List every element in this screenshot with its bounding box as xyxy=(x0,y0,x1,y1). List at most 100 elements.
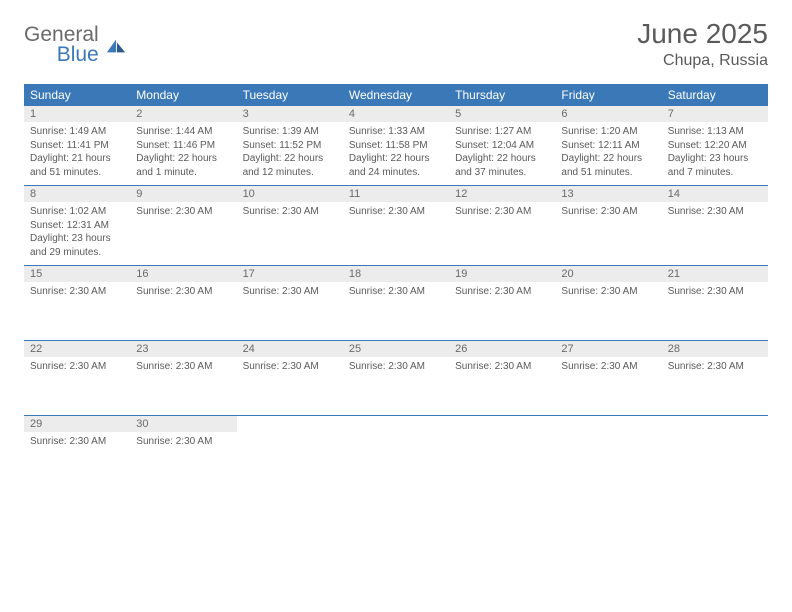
month-title: June 2025 xyxy=(637,18,768,50)
day-info-line: Sunset: 11:46 PM xyxy=(136,139,230,153)
day-number xyxy=(662,416,768,432)
calendar-week: 2930 Sunrise: 2:30 AM Sunrise: 2:30 AM xyxy=(24,415,768,490)
day-info-line: Sunrise: 2:30 AM xyxy=(30,360,124,374)
day-number: 24 xyxy=(237,341,343,357)
day-cell: Sunrise: 1:49 AMSunset: 11:41 PMDaylight… xyxy=(24,122,130,185)
day-info-line: Sunrise: 2:30 AM xyxy=(30,435,124,449)
day-cell xyxy=(555,432,661,490)
day-cell: Sunrise: 2:30 AM xyxy=(662,202,768,265)
day-info-line: Sunset: 11:41 PM xyxy=(30,139,124,153)
day-number: 18 xyxy=(343,266,449,282)
day-info-line: Daylight: 23 hours and 7 minutes. xyxy=(668,152,762,179)
day-info-line: Sunset: 12:04 AM xyxy=(455,139,549,153)
day-number: 6 xyxy=(555,106,661,122)
day-number: 29 xyxy=(24,416,130,432)
day-info-line: Sunrise: 1:44 AM xyxy=(136,125,230,139)
day-info-line: Sunrise: 2:30 AM xyxy=(668,360,762,374)
day-number: 7 xyxy=(662,106,768,122)
day-cell: Sunrise: 2:30 AM xyxy=(555,202,661,265)
weekday-header: Wednesday xyxy=(343,84,449,106)
title-block: June 2025 Chupa, Russia xyxy=(637,18,768,70)
day-info-line: Daylight: 22 hours and 51 minutes. xyxy=(561,152,655,179)
weekday-header: Tuesday xyxy=(237,84,343,106)
day-number: 4 xyxy=(343,106,449,122)
weekday-header-row: SundayMondayTuesdayWednesdayThursdayFrid… xyxy=(24,84,768,106)
day-cell: Sunrise: 2:30 AM xyxy=(555,282,661,340)
page-header: General Blue June 2025 Chupa, Russia xyxy=(24,18,768,70)
calendar-week: 22232425262728Sunrise: 2:30 AMSunrise: 2… xyxy=(24,340,768,415)
day-info-line: Sunrise: 2:30 AM xyxy=(561,360,655,374)
day-cell: Sunrise: 2:30 AM xyxy=(24,282,130,340)
day-number: 11 xyxy=(343,186,449,202)
day-cell: Sunrise: 2:30 AM xyxy=(662,357,768,415)
day-info-line: Sunrise: 2:30 AM xyxy=(455,205,549,219)
day-info-line: Sunrise: 2:30 AM xyxy=(243,205,337,219)
day-info-line: Sunrise: 2:30 AM xyxy=(136,435,230,449)
day-info-line: Sunset: 11:52 PM xyxy=(243,139,337,153)
day-number: 19 xyxy=(449,266,555,282)
day-cell: Sunrise: 2:30 AM xyxy=(130,357,236,415)
day-cell: Sunrise: 1:44 AMSunset: 11:46 PMDaylight… xyxy=(130,122,236,185)
day-info-line: Sunrise: 2:30 AM xyxy=(455,285,549,299)
day-info-line: Sunrise: 2:30 AM xyxy=(243,360,337,374)
day-info-line: Sunrise: 2:30 AM xyxy=(561,285,655,299)
day-info-line: Sunrise: 1:27 AM xyxy=(455,125,549,139)
day-number: 15 xyxy=(24,266,130,282)
calendar-week: 1234567Sunrise: 1:49 AMSunset: 11:41 PMD… xyxy=(24,106,768,185)
day-info-line: Sunrise: 2:30 AM xyxy=(349,285,443,299)
day-cell xyxy=(237,432,343,490)
day-cell: Sunrise: 1:02 AMSunset: 12:31 AMDaylight… xyxy=(24,202,130,265)
day-cell: Sunrise: 2:30 AM xyxy=(449,282,555,340)
day-number xyxy=(237,416,343,432)
day-number: 22 xyxy=(24,341,130,357)
brand-blue: Blue xyxy=(24,44,99,65)
day-cell: Sunrise: 1:39 AMSunset: 11:52 PMDaylight… xyxy=(237,122,343,185)
day-number: 9 xyxy=(130,186,236,202)
day-number xyxy=(555,416,661,432)
day-info-line: Sunrise: 1:02 AM xyxy=(30,205,124,219)
day-info-line: Sunrise: 1:33 AM xyxy=(349,125,443,139)
day-info-line: Sunrise: 2:30 AM xyxy=(561,205,655,219)
day-cell: Sunrise: 2:30 AM xyxy=(343,282,449,340)
day-info-line: Sunset: 12:20 AM xyxy=(668,139,762,153)
day-cell: Sunrise: 2:30 AM xyxy=(449,357,555,415)
day-number: 16 xyxy=(130,266,236,282)
day-info-line: Sunrise: 1:20 AM xyxy=(561,125,655,139)
day-cell: Sunrise: 2:30 AM xyxy=(130,432,236,490)
weekday-header: Thursday xyxy=(449,84,555,106)
day-number: 23 xyxy=(130,341,236,357)
day-number: 10 xyxy=(237,186,343,202)
day-info-line: Sunrise: 2:30 AM xyxy=(668,285,762,299)
day-info-line: Sunset: 12:31 AM xyxy=(30,219,124,233)
day-cell: Sunrise: 1:27 AMSunset: 12:04 AMDaylight… xyxy=(449,122,555,185)
day-cell: Sunrise: 2:30 AM xyxy=(555,357,661,415)
day-cell: Sunrise: 1:20 AMSunset: 12:11 AMDaylight… xyxy=(555,122,661,185)
day-info-line: Sunrise: 2:30 AM xyxy=(349,205,443,219)
day-info-line: Sunrise: 2:30 AM xyxy=(349,360,443,374)
day-cell xyxy=(343,432,449,490)
day-number: 17 xyxy=(237,266,343,282)
day-cell: Sunrise: 2:30 AM xyxy=(343,357,449,415)
day-info-line: Sunrise: 2:30 AM xyxy=(455,360,549,374)
day-number xyxy=(343,416,449,432)
day-info-line: Sunrise: 2:30 AM xyxy=(136,285,230,299)
day-cell: Sunrise: 2:30 AM xyxy=(237,282,343,340)
day-info-line: Sunrise: 1:13 AM xyxy=(668,125,762,139)
brand-logo: General Blue xyxy=(24,18,127,65)
day-number: 28 xyxy=(662,341,768,357)
day-cell: Sunrise: 2:30 AM xyxy=(237,202,343,265)
day-cell: Sunrise: 2:30 AM xyxy=(24,357,130,415)
day-number: 8 xyxy=(24,186,130,202)
day-cell: Sunrise: 2:30 AM xyxy=(130,282,236,340)
day-info-line: Daylight: 21 hours and 51 minutes. xyxy=(30,152,124,179)
day-number: 30 xyxy=(130,416,236,432)
day-number: 14 xyxy=(662,186,768,202)
day-cell: Sunrise: 2:30 AM xyxy=(343,202,449,265)
day-number: 5 xyxy=(449,106,555,122)
day-number: 13 xyxy=(555,186,661,202)
day-cell: Sunrise: 2:30 AM xyxy=(449,202,555,265)
day-info-line: Sunrise: 2:30 AM xyxy=(243,285,337,299)
day-info-line: Sunset: 12:11 AM xyxy=(561,139,655,153)
day-info-line: Daylight: 22 hours and 24 minutes. xyxy=(349,152,443,179)
day-number: 21 xyxy=(662,266,768,282)
